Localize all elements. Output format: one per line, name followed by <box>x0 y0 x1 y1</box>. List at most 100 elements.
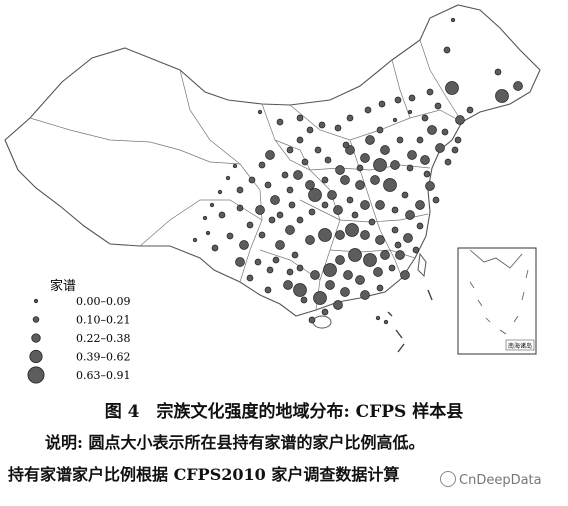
county-dot <box>348 248 362 262</box>
county-dot <box>365 135 375 145</box>
county-dot <box>314 146 322 154</box>
county-dot <box>394 241 402 249</box>
county-dot <box>293 283 307 297</box>
county-dot <box>383 178 397 192</box>
county-dot <box>368 218 376 226</box>
county-dot <box>308 208 316 216</box>
county-dot <box>351 211 359 219</box>
county-dot <box>264 286 272 294</box>
county-dot <box>286 268 294 276</box>
county-dot <box>373 158 387 172</box>
county-dot <box>395 250 405 260</box>
figure-note-continued: 持有家谱家户比例根据 CFPS2010 家户调查数据计算 <box>8 465 400 484</box>
legend-symbol <box>27 366 45 384</box>
county-dot <box>375 200 385 210</box>
county-dot <box>296 136 304 144</box>
county-dot <box>313 291 327 305</box>
county-dot <box>370 175 380 185</box>
county-dot <box>236 186 244 194</box>
county-dot <box>334 124 342 132</box>
county-dot <box>356 164 364 172</box>
county-dot <box>375 235 385 245</box>
county-dot <box>495 89 509 103</box>
legend-symbol <box>29 349 43 364</box>
county-dot <box>394 96 402 104</box>
county-dot <box>408 94 416 102</box>
county-dot <box>246 274 254 282</box>
county-dot <box>239 240 249 250</box>
county-dot <box>283 280 293 290</box>
inset-coastline <box>469 249 523 269</box>
county-dot <box>400 270 410 280</box>
county-dot <box>373 267 383 277</box>
county-dot <box>421 114 429 122</box>
county-dot <box>342 141 350 149</box>
county-dot <box>335 165 345 175</box>
county-dot <box>355 275 365 285</box>
county-dot <box>276 118 284 126</box>
taiwan-island <box>417 252 427 278</box>
legend-label: 0.39–0.62 <box>76 351 130 364</box>
county-dot <box>246 221 254 229</box>
county-dot <box>335 255 345 265</box>
county-dot <box>405 210 415 220</box>
inset-label-box <box>505 339 535 351</box>
county-dot <box>390 160 400 170</box>
county-dot <box>391 206 399 214</box>
county-dot <box>192 237 198 243</box>
county-dot <box>305 180 315 190</box>
county-dot <box>343 270 353 280</box>
county-dot <box>325 280 335 290</box>
legend-label: 0.10–0.21 <box>76 314 130 327</box>
china-map: 家谱 0.00–0.090.10–0.210.22–0.380.39–0.620… <box>4 4 541 384</box>
county-dot <box>226 232 234 240</box>
county-dot <box>360 290 370 300</box>
county-dot <box>202 215 208 221</box>
county-dot <box>513 81 523 91</box>
county-dot <box>321 201 329 209</box>
county-dot <box>380 250 390 260</box>
county-dot <box>450 17 456 23</box>
county-dot <box>255 205 265 215</box>
county-dot <box>321 176 329 184</box>
county-dot <box>308 316 316 324</box>
county-dot <box>288 201 296 209</box>
county-dot <box>441 128 449 136</box>
county-dot <box>340 287 350 297</box>
county-dot <box>445 81 459 95</box>
county-dot <box>340 175 350 185</box>
legend-title: 家谱 <box>50 278 76 294</box>
county-dot <box>218 211 226 219</box>
county-dot <box>275 240 285 250</box>
county-dot <box>257 109 263 115</box>
county-dot <box>327 190 337 200</box>
legend-items: 0.00–0.09 0.10–0.21 0.22–0.38 0.39–0.62 0.63… <box>27 295 130 384</box>
inset-label: 南海诸岛 <box>508 342 532 350</box>
county-dot <box>286 146 294 154</box>
county-dot <box>293 170 303 180</box>
legend-symbol <box>31 333 41 343</box>
county-dot <box>286 186 294 194</box>
hainan-island <box>312 315 332 329</box>
county-dot <box>407 109 413 115</box>
county-dot <box>272 256 280 264</box>
county-dot <box>415 200 425 210</box>
county-dot <box>236 204 244 212</box>
county-dot <box>291 251 299 259</box>
county-dot <box>407 150 417 160</box>
county-dot <box>360 200 370 210</box>
county-dot <box>416 136 424 144</box>
county-dot <box>423 170 431 178</box>
county-dot <box>451 146 459 154</box>
county-dot <box>443 46 451 54</box>
county-dot <box>383 319 389 325</box>
county-dot <box>209 202 215 208</box>
county-dot <box>391 226 399 234</box>
county-dot <box>454 136 462 144</box>
county-dot <box>335 230 345 240</box>
county-dot <box>378 100 386 108</box>
county-dot <box>360 153 370 163</box>
county-dot <box>258 161 266 169</box>
legend-label: 0.22–0.38 <box>76 332 130 345</box>
county-dot <box>401 191 409 199</box>
